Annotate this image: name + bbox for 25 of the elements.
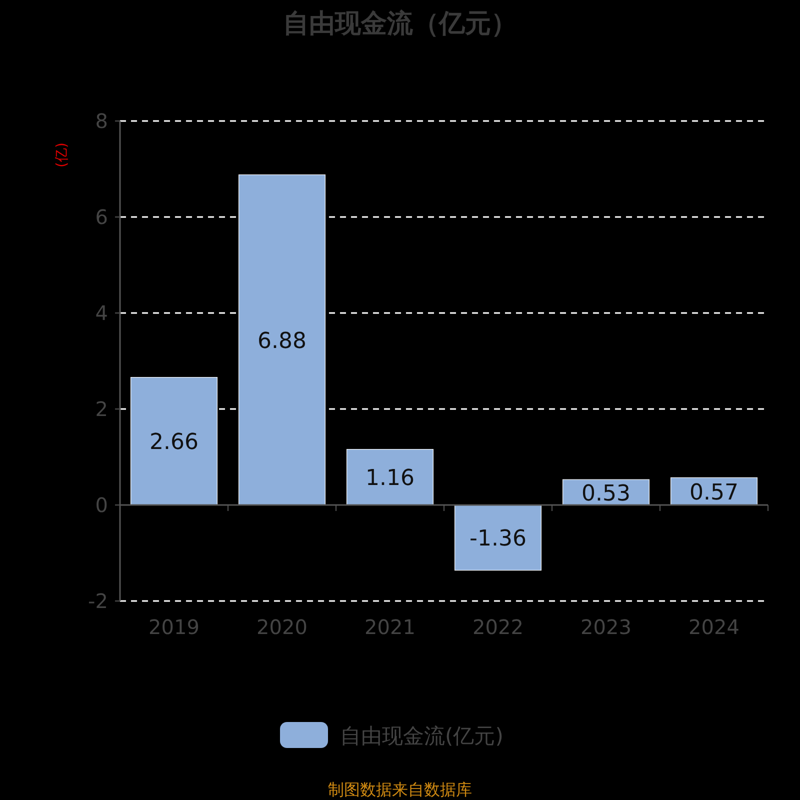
y-tick-label: -2 (88, 589, 108, 613)
x-tick-label: 2023 (580, 615, 632, 639)
y-axis-title: (亿) (54, 142, 70, 168)
y-tick-label: 4 (95, 301, 108, 325)
bar (238, 174, 326, 506)
bar (454, 504, 542, 571)
bar (346, 449, 434, 506)
x-tick-label: 2020 (256, 615, 308, 639)
data-label: 2.66 (150, 430, 198, 456)
y-tick-label: 6 (95, 205, 108, 229)
x-tick-label: 2024 (688, 615, 740, 639)
x-tick-label: 2022 (472, 615, 524, 639)
y-tick-label: 2 (95, 397, 108, 421)
legend-label: 自由现金流(亿元) (340, 724, 504, 748)
chart-title: 自由现金流（亿元） (283, 9, 517, 39)
x-tick-label: 2019 (148, 615, 200, 639)
data-label: 1.16 (366, 466, 414, 492)
y-tick-label: 0 (95, 493, 108, 517)
data-label: 6.88 (258, 328, 306, 354)
data-label: 0.53 (582, 481, 630, 506)
data-label: 0.57 (690, 480, 738, 506)
y-tick-label: 8 (95, 109, 108, 133)
x-tick-label: 2021 (364, 615, 416, 639)
data-label: -1.36 (470, 526, 526, 552)
text: 制图数据来自数据库 (328, 780, 472, 799)
